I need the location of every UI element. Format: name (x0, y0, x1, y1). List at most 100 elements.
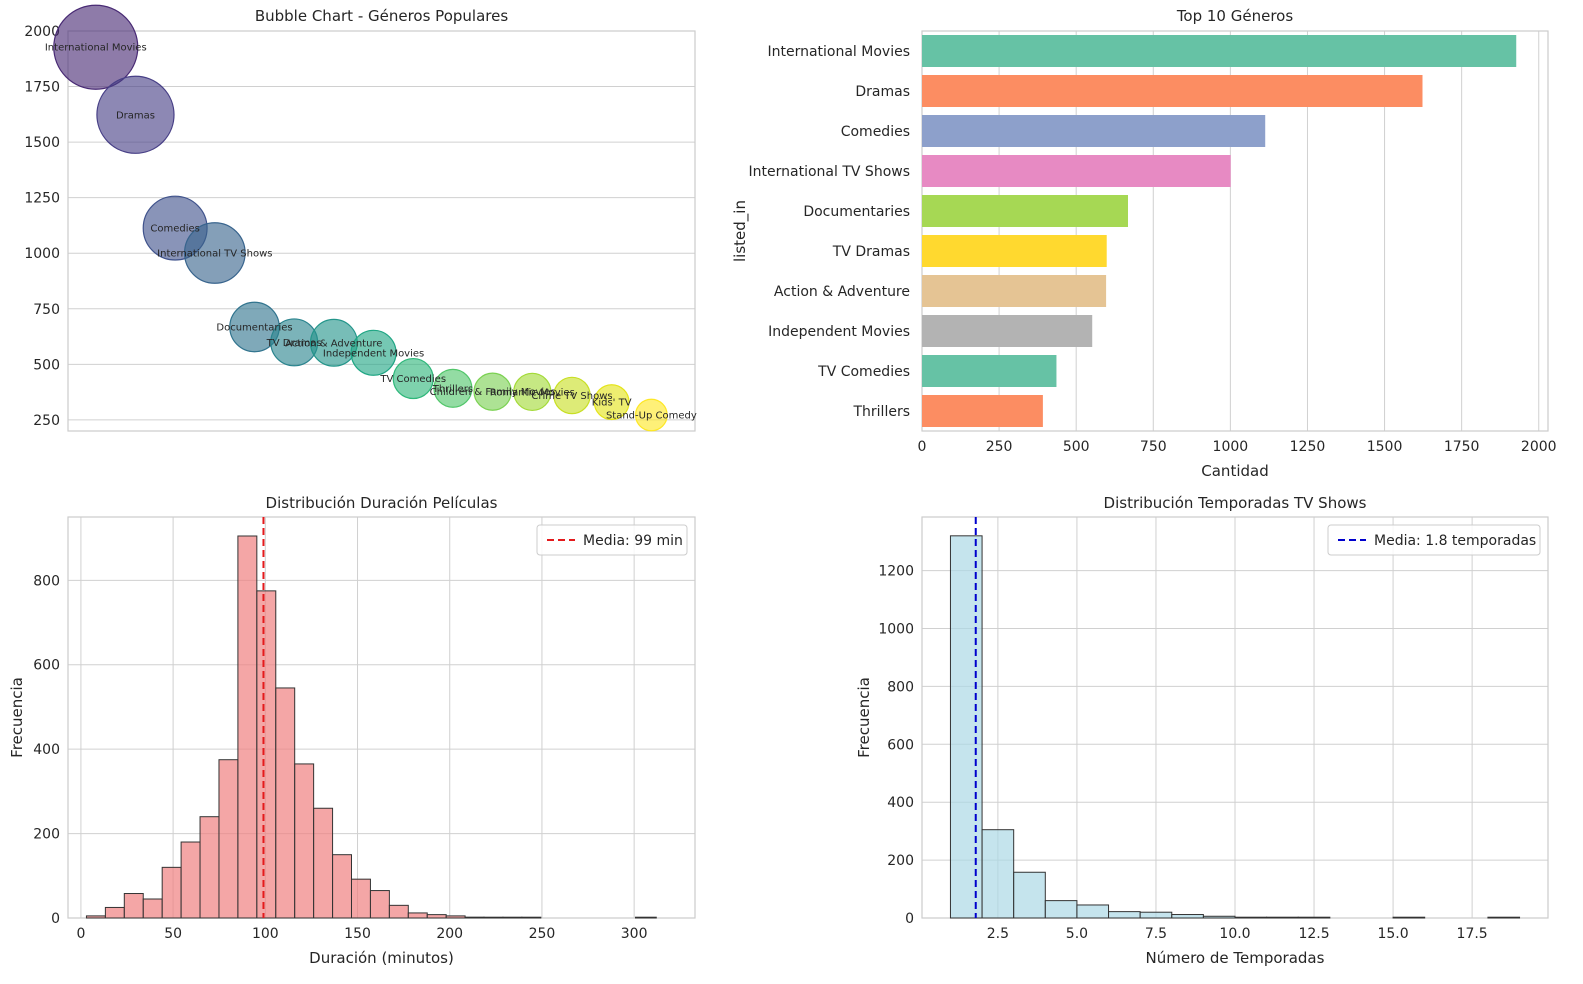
bubble (634, 398, 668, 432)
bubble-label: Thrillers (432, 384, 473, 395)
x-tick-label: 7.5 (1145, 926, 1167, 942)
category-label: International Movies (767, 44, 910, 60)
x-axis-label: Número de Temporadas (1146, 949, 1325, 967)
bubble (53, 4, 139, 90)
x-tick-label: 10.0 (1219, 926, 1250, 942)
category-label: Independent Movies (768, 324, 910, 340)
y-tick-label: 200 (33, 827, 60, 843)
histogram-bar (161, 866, 182, 919)
bar (922, 155, 1231, 187)
bubble-label: Romantic Movies (490, 387, 575, 398)
bubble-label: Crime TV Shows (531, 391, 612, 402)
x-tick-label: 17.5 (1457, 926, 1488, 942)
bar (922, 35, 1517, 67)
histogram-bar (350, 878, 371, 919)
x-tick-label: 1250 (1290, 439, 1326, 455)
x-tick-label: 12.5 (1298, 926, 1329, 942)
x-tick-label: 100 (252, 926, 279, 942)
histogram-bar (634, 916, 657, 919)
histogram-bar (1139, 911, 1173, 919)
category-label: Action & Adventure (774, 284, 910, 300)
y-tick-label: 600 (887, 737, 914, 753)
histogram-bar (445, 915, 466, 919)
category-label: Dramas (855, 84, 910, 100)
category-label: International TV Shows (749, 164, 910, 180)
y-tick-label: 600 (33, 658, 60, 674)
bubble-chart: 250 500 750 1000 1250 1500 1750 2000 Internation… (24, 4, 697, 432)
x-tick-label: 2000 (1521, 439, 1557, 455)
y-tick-label: 800 (887, 679, 914, 695)
bubble-label: Independent Movies (323, 348, 424, 359)
y-axis-label: listed_in (731, 200, 750, 262)
x-tick-label: 300 (621, 926, 648, 942)
y-tick-label: 1000 (24, 246, 60, 262)
category-label: Comedies (841, 124, 910, 140)
y-tick-label: 1750 (24, 80, 60, 96)
axes-frame (67, 516, 696, 919)
histogram-bar (426, 914, 447, 919)
chart-title: Distribución Temporadas TV Shows (1104, 494, 1367, 512)
y-axis-label: Frecuencia (8, 677, 26, 758)
histogram-bar (521, 916, 542, 919)
bubble-label: Children & Family Movies (430, 387, 556, 398)
x-tick-label: 1000 (1213, 439, 1249, 455)
histogram-bar (275, 687, 296, 919)
axes-frame (921, 30, 1549, 432)
histogram-bar (949, 535, 983, 919)
y-tick-label: 400 (887, 795, 914, 811)
histogram-bar (1266, 916, 1299, 919)
x-tick-label: 500 (1063, 439, 1090, 455)
x-tick-label: 50 (164, 926, 182, 942)
histogram-bar (142, 898, 163, 919)
x-tick-label: 250 (986, 439, 1013, 455)
legend-box (536, 524, 688, 556)
bubble-label: TV Comedies (379, 374, 446, 385)
histogram-bar (85, 915, 106, 919)
y-tick-label: 750 (33, 302, 60, 318)
x-axis-label: Duración (minutos) (309, 949, 454, 967)
histogram-bar (199, 816, 220, 919)
x-axis-label: Cantidad (1201, 462, 1268, 480)
category-label: Thrillers (852, 404, 910, 420)
bubble-label: Kids' TV (592, 398, 632, 409)
top-genres-bar-chart: 0 250 500 750 1000 1250 1500 1750 2000 Internatio… (731, 7, 1557, 480)
y-tick-label: 1200 (878, 564, 914, 580)
y-tick-label: 1250 (24, 191, 60, 207)
bubble-label: Stand-Up Comedy (606, 411, 697, 422)
histogram-bar (1044, 900, 1078, 919)
chart-title: Top 10 Géneros (1176, 7, 1294, 25)
histogram-bar (313, 807, 334, 919)
legend-box (1327, 524, 1541, 556)
category-label: Documentaries (803, 204, 910, 220)
x-tick-label: 1500 (1367, 439, 1403, 455)
histogram-bar (502, 916, 523, 919)
bubble-label: Dramas (116, 110, 155, 121)
legend-label: Media: 1.8 temporadas (1374, 533, 1536, 549)
histogram-bar (1487, 916, 1521, 919)
histogram-bar (388, 904, 409, 919)
histogram-bar (464, 916, 485, 919)
histogram-bar (1297, 916, 1331, 919)
bubble-label: Documentaries (216, 323, 292, 334)
bar (922, 75, 1423, 107)
bubble (513, 372, 552, 412)
x-tick-label: 250 (529, 926, 556, 942)
category-label: TV Comedies (817, 364, 910, 380)
bubble-label: TV Dramas (266, 338, 322, 349)
category-label: TV Dramas (832, 244, 910, 260)
y-tick-label: 1000 (878, 621, 914, 637)
bubble (433, 368, 473, 408)
histogram-bar (256, 590, 277, 919)
bar (922, 315, 1093, 347)
bubble-label: Comedies (150, 224, 199, 235)
y-tick-label: 250 (33, 413, 60, 429)
histogram-bar (1392, 916, 1426, 919)
bar (922, 355, 1057, 387)
x-tick-label: 0 (918, 439, 927, 455)
bar (922, 275, 1107, 307)
bubble (553, 376, 591, 415)
y-tick-label: 800 (33, 573, 60, 589)
x-tick-label: 5.0 (1066, 926, 1088, 942)
histogram-bar (237, 535, 258, 919)
